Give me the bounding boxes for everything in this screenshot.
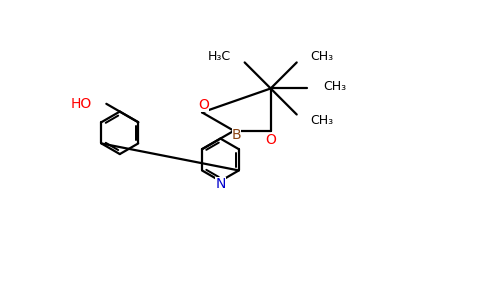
Text: CH₃: CH₃ bbox=[323, 80, 347, 92]
Text: H₃C: H₃C bbox=[208, 50, 231, 63]
Text: CH₃: CH₃ bbox=[310, 50, 333, 63]
Text: O: O bbox=[198, 98, 210, 112]
Text: O: O bbox=[265, 133, 276, 147]
Text: CH₃: CH₃ bbox=[310, 114, 333, 127]
Text: HO: HO bbox=[70, 97, 91, 111]
Text: B: B bbox=[231, 128, 241, 142]
Text: N: N bbox=[215, 176, 226, 190]
